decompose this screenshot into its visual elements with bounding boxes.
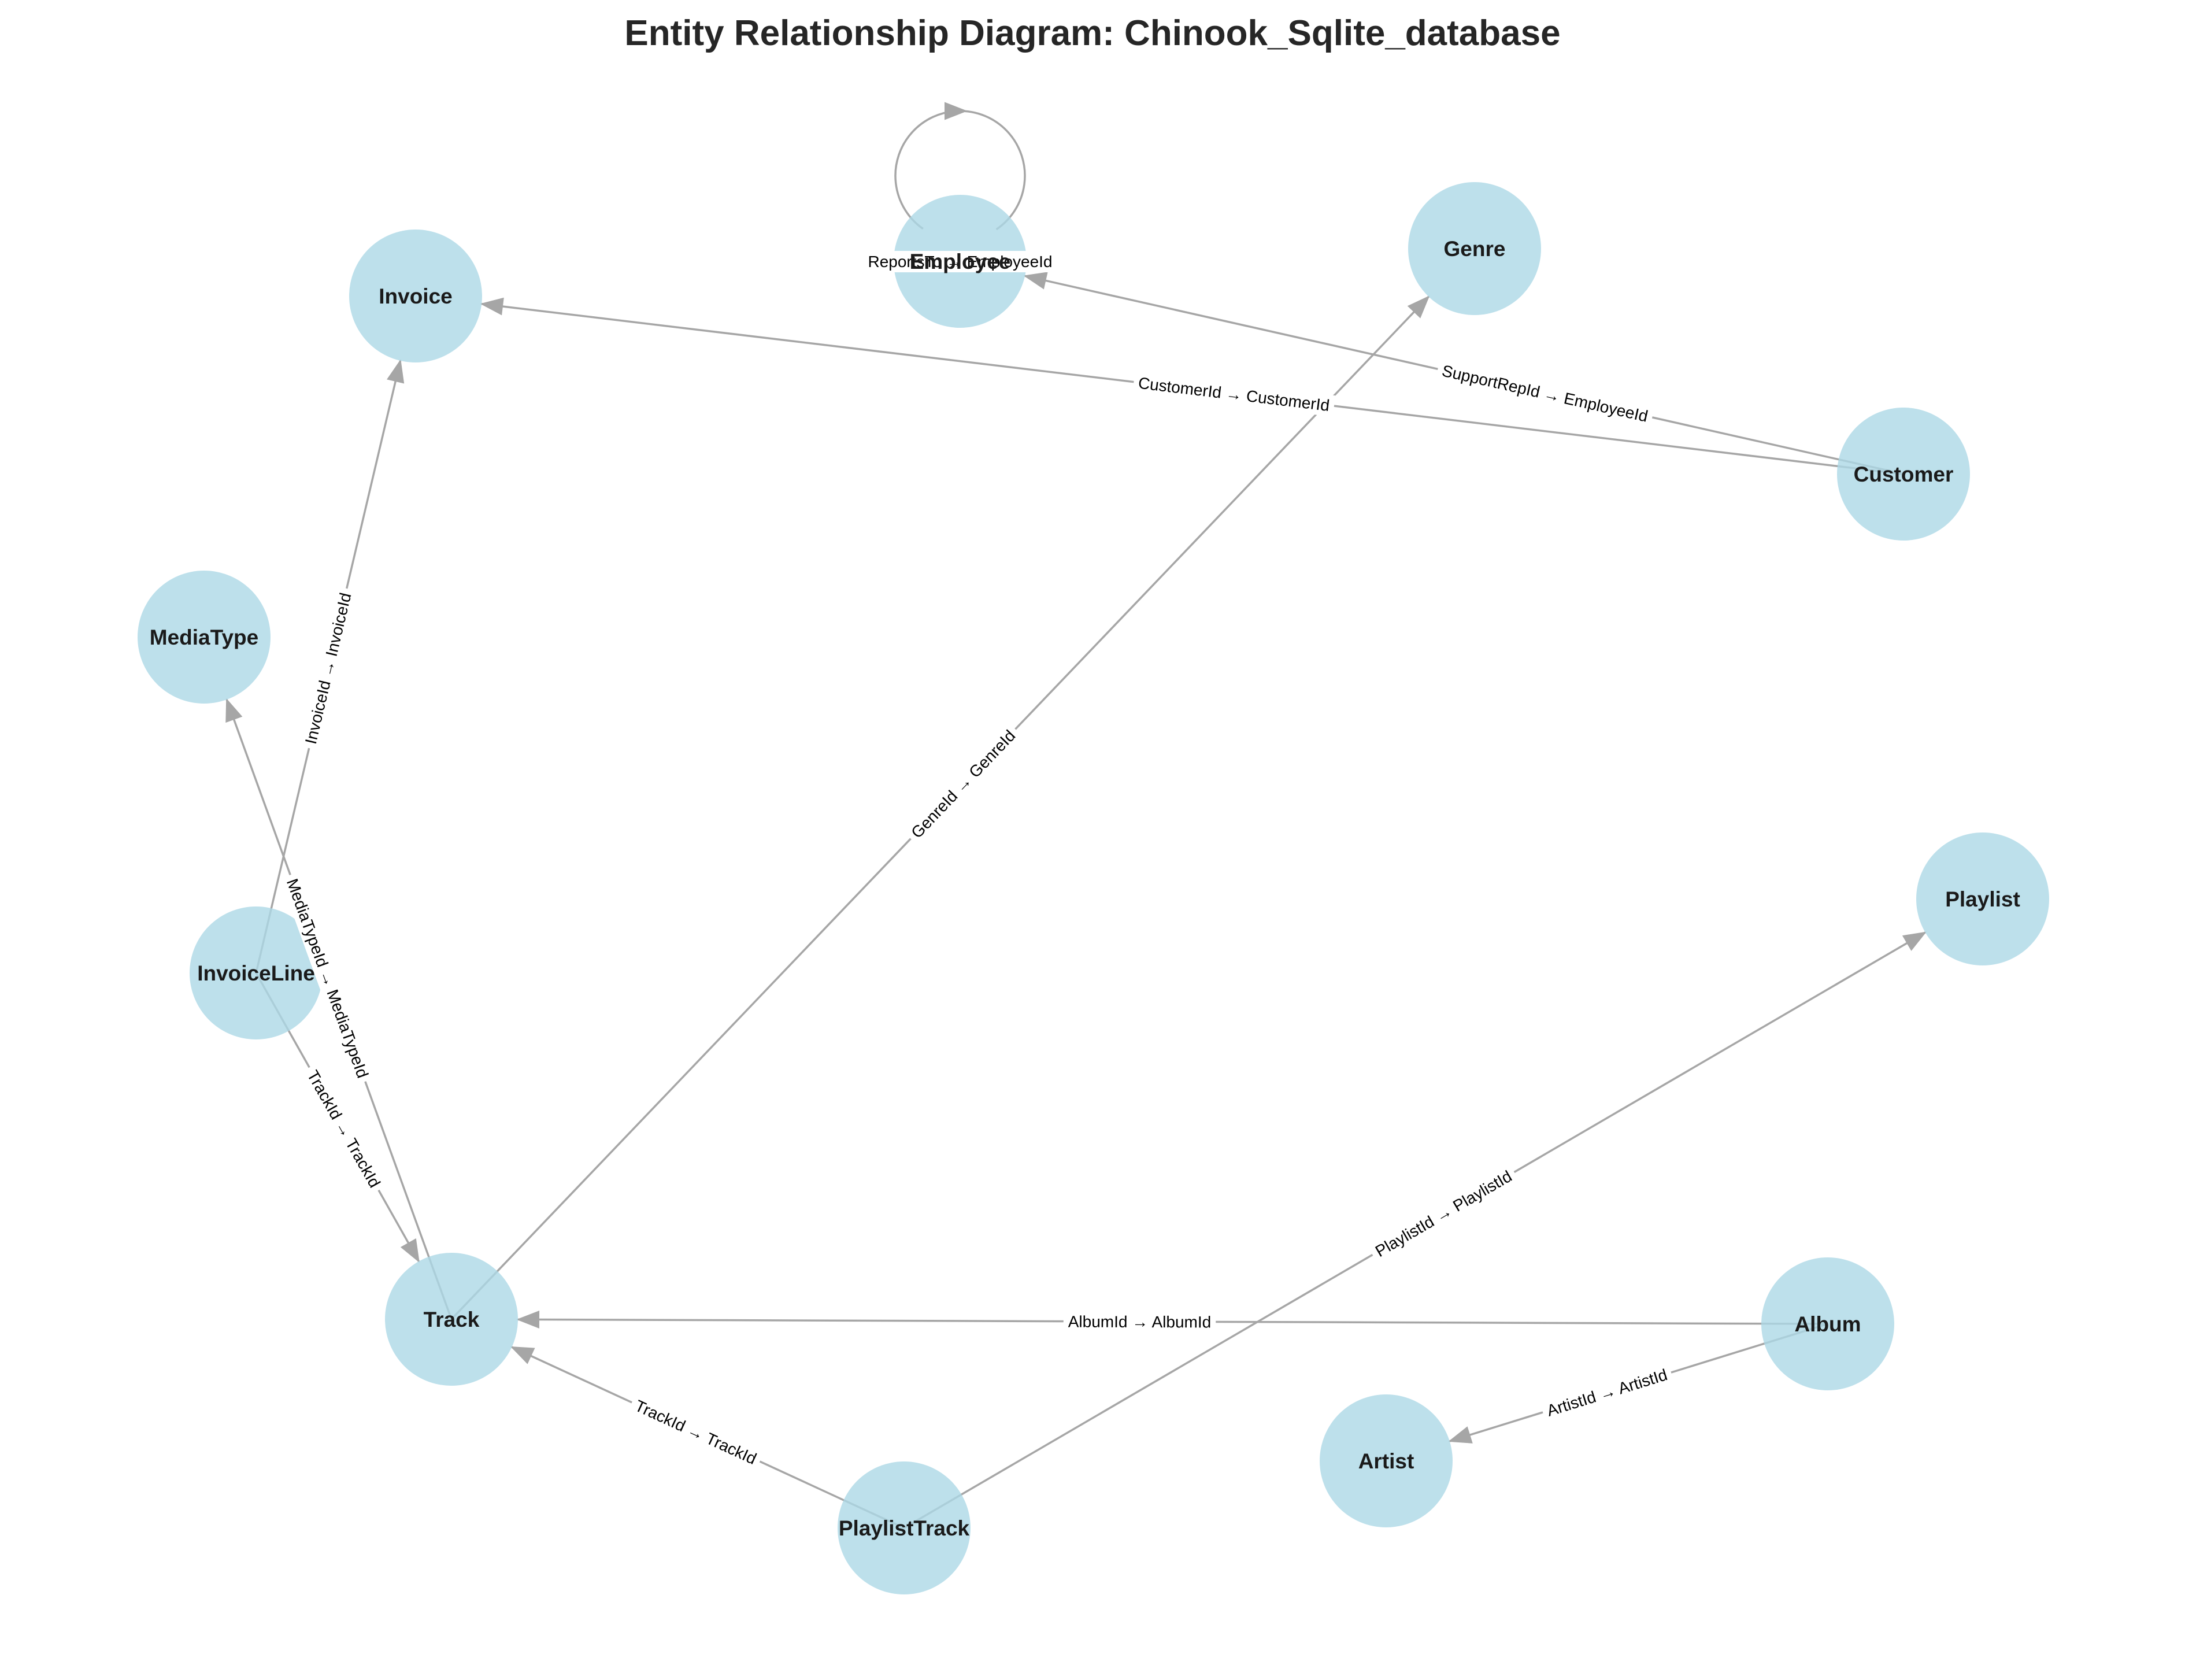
edge-label-background xyxy=(1539,1362,1675,1423)
edge-label-text: GenreId → GenreId xyxy=(908,727,1019,842)
nodes-layer xyxy=(138,182,2049,1594)
entity-circle xyxy=(1761,1257,1894,1390)
edge-label: CustomerId → CustomerId xyxy=(1132,371,1336,417)
edge-invoiceline-to-invoice-arrowhead xyxy=(387,359,405,384)
edge-label-text: PlaylistId → PlaylistId xyxy=(1372,1167,1515,1261)
edge-label-background xyxy=(1435,358,1655,428)
edge-label-text: SupportRepId → EmployeeId xyxy=(1440,361,1650,425)
edge-track-to-mediatype-arrowhead xyxy=(225,698,243,723)
edge-album-to-track-arrowhead xyxy=(516,1311,540,1329)
edge-invoiceline-to-track-arrowhead xyxy=(400,1238,420,1263)
edge-label-background xyxy=(299,586,358,751)
entity-circle xyxy=(1916,832,2049,965)
edge-customer-to-employee-arrowhead xyxy=(1023,272,1048,290)
edge-label-background xyxy=(627,1393,765,1472)
entity-circle xyxy=(838,1461,971,1594)
edge-label-background xyxy=(903,721,1024,846)
edge-label-background xyxy=(299,1062,388,1196)
entity-node-invoice[interactable] xyxy=(349,230,482,362)
entity-circle xyxy=(385,1253,518,1386)
entity-node-mediatype[interactable] xyxy=(138,571,271,704)
edge-label-text: ReportsTo → EmployeeId xyxy=(868,253,1052,271)
entity-label-customer: Customer xyxy=(1854,462,1954,486)
entity-label-genre: Genre xyxy=(1444,237,1506,261)
edge-label: GenreId → GenreId xyxy=(903,721,1024,846)
edge-label-text: CustomerId → CustomerId xyxy=(1137,374,1330,415)
entity-circle xyxy=(138,571,271,704)
edge-playlisttrack-to-playlist-arrowhead xyxy=(1902,931,1927,951)
entity-circle xyxy=(1837,408,1970,541)
entity-circle xyxy=(1408,182,1541,315)
edge-label: TrackId → TrackId xyxy=(299,1062,388,1196)
edge-label: PlaylistId → PlaylistId xyxy=(1367,1163,1520,1264)
edge-label-background xyxy=(1132,371,1336,417)
entity-node-playlist[interactable] xyxy=(1916,832,2049,965)
edge-label: AlbumId → AlbumId xyxy=(1063,1311,1216,1333)
edge-employee-to-employee-arrowhead xyxy=(945,102,968,120)
entity-label-invoiceline: InvoiceLine xyxy=(197,961,315,985)
entity-node-album[interactable] xyxy=(1761,1257,1894,1390)
entity-label-album: Album xyxy=(1794,1312,1861,1336)
entity-node-genre[interactable] xyxy=(1408,182,1541,315)
edge-label-background xyxy=(280,871,375,1086)
edge-label-text: InvoiceId → InvoiceId xyxy=(302,591,355,746)
entity-label-invoice: Invoice xyxy=(379,284,453,308)
edge-label: ArtistId → ArtistId xyxy=(1539,1362,1675,1423)
entity-label-playlist: Playlist xyxy=(1945,887,2020,911)
edge-label-text: TrackId → TrackId xyxy=(632,1397,760,1468)
entity-label-mediatype: MediaType xyxy=(150,626,258,649)
entity-node-artist[interactable] xyxy=(1320,1394,1453,1527)
entity-label-track: Track xyxy=(424,1308,480,1331)
entity-label-employee: Employee xyxy=(910,250,1011,273)
edge-track-to-genre-arrowhead xyxy=(1407,295,1430,319)
edge-label-background xyxy=(863,251,1057,272)
entity-node-playlisttrack[interactable] xyxy=(838,1461,971,1594)
edge-label: InvoiceId → InvoiceId xyxy=(299,586,358,751)
entity-circle xyxy=(349,230,482,362)
edge-album-to-artist-arrowhead xyxy=(1448,1426,1473,1444)
entity-node-customer[interactable] xyxy=(1837,408,1970,541)
edge-playlisttrack-to-track-arrowhead xyxy=(510,1346,535,1364)
entity-node-track[interactable] xyxy=(385,1253,518,1386)
edge-label: TrackId → TrackId xyxy=(627,1393,765,1472)
entity-label-playlisttrack: PlaylistTrack xyxy=(839,1516,970,1540)
edge-label-text: ArtistId → ArtistId xyxy=(1545,1366,1669,1420)
entity-circle xyxy=(1320,1394,1453,1527)
edge-label: SupportRepId → EmployeeId xyxy=(1435,358,1655,428)
edge-label-text: AlbumId → AlbumId xyxy=(1068,1313,1212,1331)
edge-customer-to-invoice-arrowhead xyxy=(480,297,504,316)
edge-label: ReportsTo → EmployeeId xyxy=(863,251,1057,272)
entity-node-invoiceline[interactable] xyxy=(190,906,323,1039)
entity-label-artist: Artist xyxy=(1358,1449,1414,1473)
edge-label-background xyxy=(1063,1311,1216,1333)
edge-label-background xyxy=(1367,1163,1520,1264)
node-labels-layer: Employee Genre Invoice Customer MediaType Pla… xyxy=(150,237,2020,1540)
entity-circle xyxy=(190,906,323,1039)
diagram-title: Entity Relationship Diagram: Chinook_Sql… xyxy=(624,13,1560,53)
edge-label-text: TrackId → TrackId xyxy=(303,1067,384,1191)
